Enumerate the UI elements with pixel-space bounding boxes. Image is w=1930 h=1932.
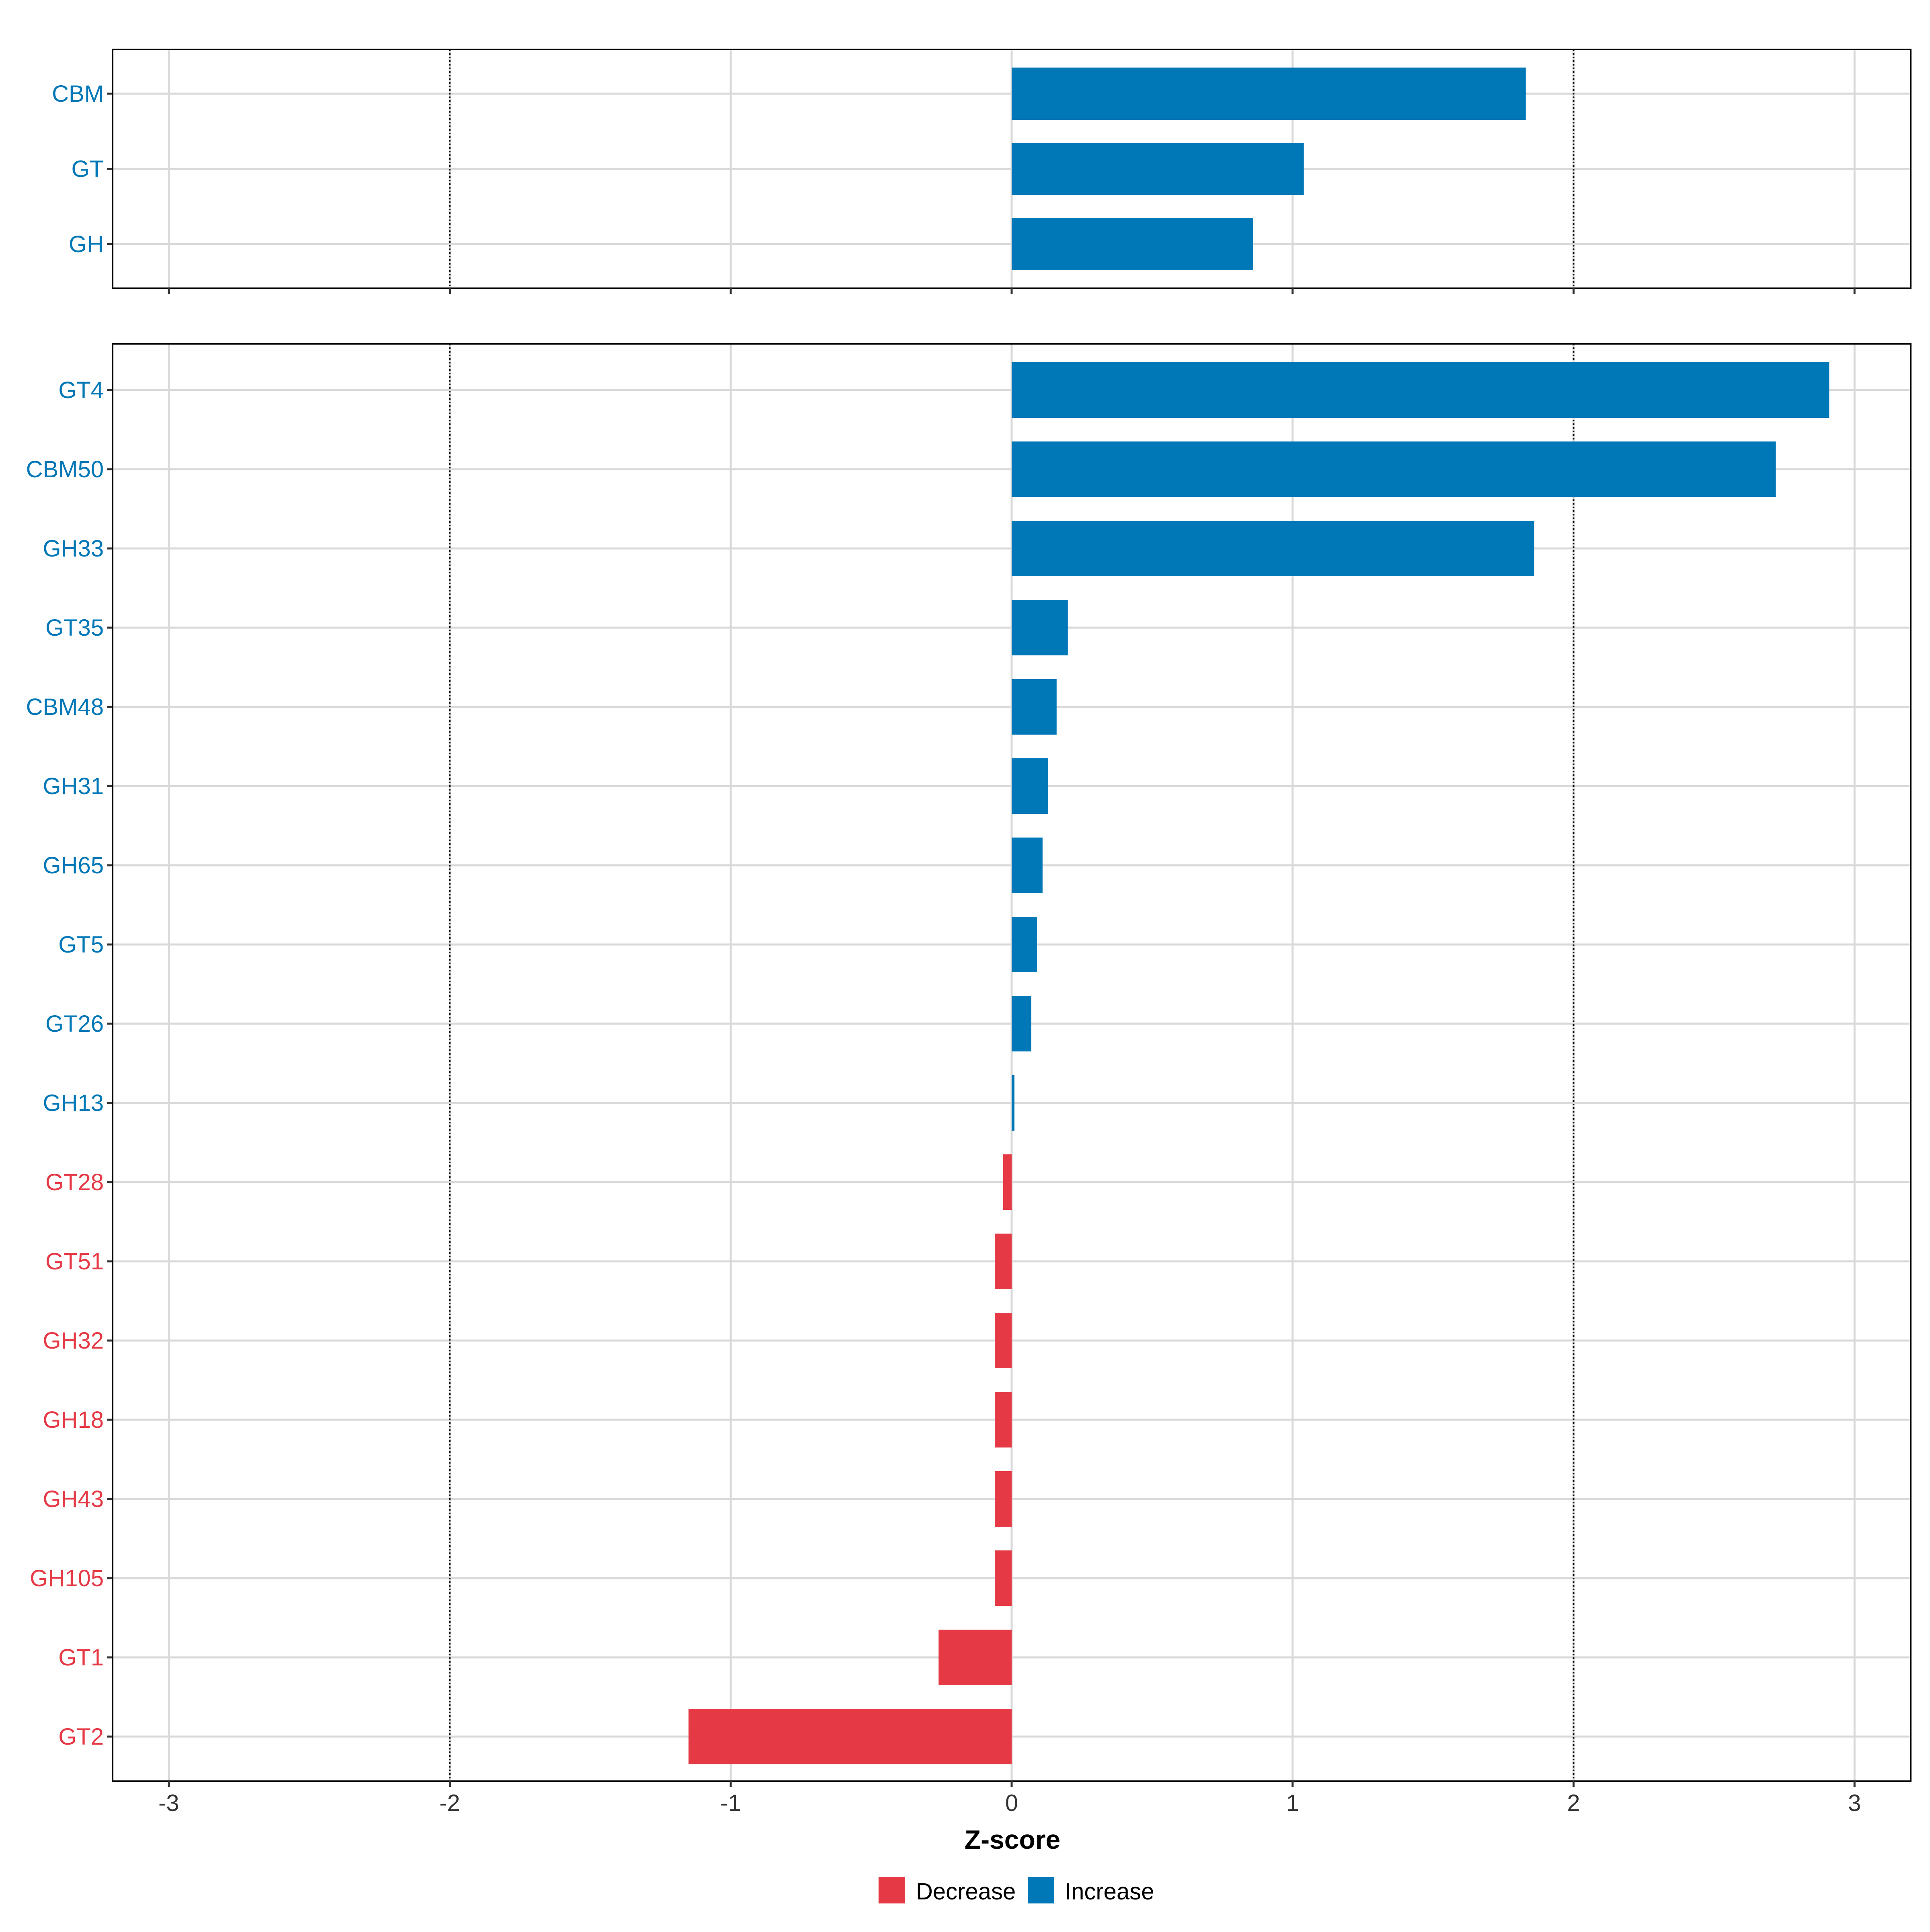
bar-gh65: [1012, 838, 1043, 893]
y-tick-label: GT1: [58, 1645, 104, 1671]
top-panel: CBM GT GH: [52, 49, 1912, 294]
bar-gt26: [1012, 996, 1031, 1051]
bar-gh13: [1012, 1075, 1014, 1131]
bar-gh32: [995, 1313, 1012, 1368]
bar-cbm50: [1012, 441, 1776, 497]
bar-gt5: [1012, 917, 1037, 972]
bar-gt51: [995, 1234, 1012, 1289]
y-tick-label: GH33: [43, 536, 104, 562]
legend-label-decrease: Decrease: [916, 1879, 1016, 1905]
bar-cbm48: [1012, 679, 1057, 735]
y-tick-label: GT4: [58, 377, 104, 403]
bar-gh33: [1012, 521, 1534, 576]
x-tick-label: 2: [1567, 1790, 1580, 1816]
y-tick-label: GT5: [58, 932, 104, 958]
y-tick-label: GT28: [45, 1169, 104, 1195]
y-tick-label: GH105: [30, 1565, 104, 1591]
y-tick-label: CBM50: [26, 456, 104, 482]
bar-gt28: [1003, 1154, 1012, 1210]
x-tick-label: -2: [439, 1790, 460, 1816]
bar-gt1: [938, 1630, 1012, 1685]
x-tick-label: 1: [1286, 1790, 1299, 1816]
x-tick-label: 3: [1848, 1790, 1861, 1816]
y-tick-label: GH31: [43, 773, 104, 799]
bar-cbm: [1012, 68, 1526, 120]
bar-gt: [1012, 143, 1304, 195]
x-tick-label: 0: [1005, 1790, 1018, 1816]
x-tick-label: -3: [158, 1790, 179, 1816]
y-tick-label: GH32: [43, 1328, 104, 1354]
y-tick-label: CBM48: [26, 694, 104, 720]
bar-gt2: [688, 1709, 1012, 1764]
y-tick-label: GH65: [43, 852, 104, 879]
y-tick-label: GH13: [43, 1090, 104, 1116]
x-tick-label: -1: [720, 1790, 741, 1816]
bottom-panel: GT4 CBM50 GH33 GT35 CBM48 GH31 GH65 GT5 GT26 GH13…: [26, 343, 1912, 1816]
y-tick-label: CBM: [52, 81, 104, 107]
legend: Decrease Increase: [879, 1877, 1154, 1905]
legend-swatch-decrease: [879, 1877, 905, 1903]
bar-gt35: [1012, 600, 1068, 655]
y-tick-label: GT51: [45, 1248, 104, 1275]
y-tick-label: GT35: [45, 615, 104, 641]
bar-gh43: [995, 1471, 1012, 1527]
bar-gh31: [1012, 758, 1048, 814]
x-axis-label: Z-score: [965, 1825, 1060, 1854]
bar-gh18: [995, 1392, 1012, 1447]
bar-gt4: [1012, 362, 1829, 418]
bar-gh: [1012, 218, 1253, 270]
y-tick-label: GH: [69, 231, 104, 257]
y-tick-label: GT2: [58, 1724, 104, 1750]
y-tick-label: GH43: [43, 1486, 104, 1512]
bar-gh105: [995, 1550, 1012, 1606]
y-tick-label: GT26: [45, 1011, 104, 1037]
legend-label-increase: Increase: [1065, 1879, 1154, 1905]
y-tick-label: GT: [71, 156, 104, 182]
y-tick-label: GH18: [43, 1407, 104, 1433]
legend-swatch-increase: [1028, 1877, 1054, 1903]
